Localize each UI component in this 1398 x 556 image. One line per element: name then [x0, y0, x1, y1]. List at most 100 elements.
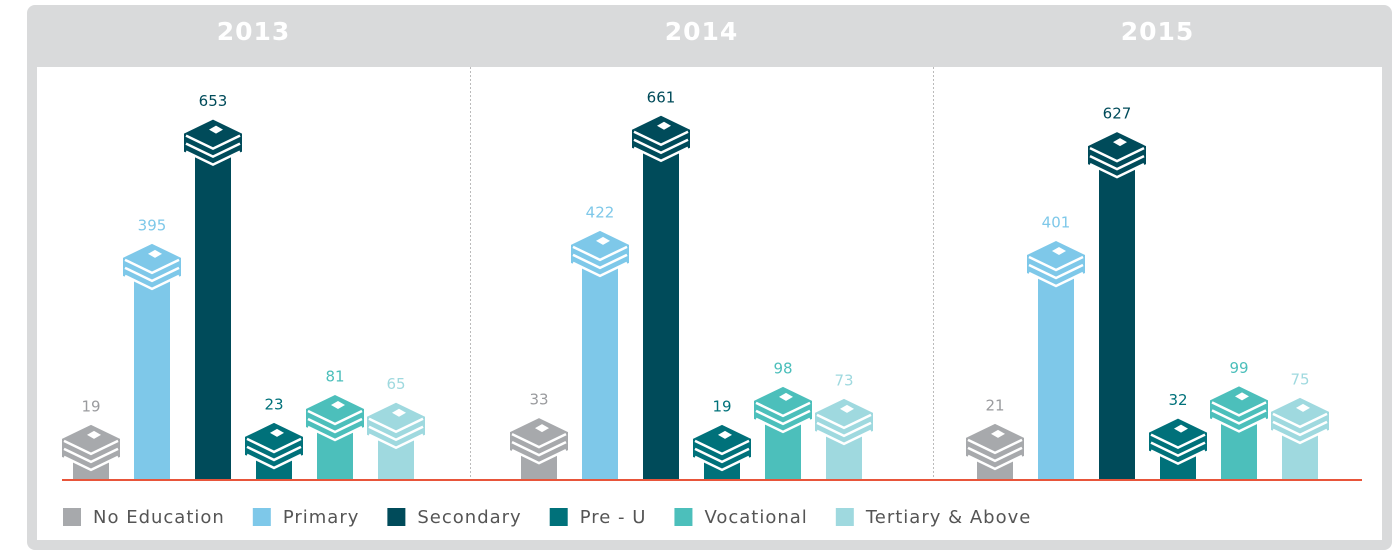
book-edge [1028, 255, 1084, 272]
book-edge [185, 142, 241, 159]
book-stack [1088, 132, 1146, 179]
legend-swatch [674, 508, 693, 526]
book-edge [1089, 163, 1145, 179]
book-edge [1211, 409, 1267, 425]
book-edge [63, 447, 119, 464]
legend: No Education Primary Secondary Pre - U Vocat… [63, 507, 1030, 528]
book-edge [307, 409, 363, 426]
book-stack [367, 402, 425, 449]
legend-label: No Education [93, 507, 225, 528]
book-icon [1149, 418, 1207, 465]
legend-swatch [549, 508, 568, 526]
book-label [270, 428, 284, 437]
book-icon [245, 422, 303, 470]
book-edge [1272, 428, 1328, 445]
book-edge [633, 138, 689, 155]
value-label: 23 [264, 395, 283, 413]
book-edge [694, 455, 750, 472]
book-edge [124, 266, 180, 283]
book-stack [815, 398, 873, 445]
book-edge [1028, 263, 1084, 280]
value-label: 19 [712, 397, 731, 415]
book-edge [1089, 155, 1145, 171]
book-edge [816, 429, 872, 446]
book-label [596, 236, 610, 245]
value-label: 32 [1168, 391, 1187, 409]
book-label [148, 249, 162, 258]
book-label [392, 408, 406, 417]
legend-label: Secondary [417, 507, 521, 528]
book-edge [755, 409, 811, 426]
bar [195, 149, 231, 480]
book-label [331, 401, 345, 410]
book-label [718, 430, 732, 439]
book-label [87, 430, 101, 439]
value-label: 627 [1103, 105, 1132, 123]
book-edge [1211, 417, 1267, 433]
bar [582, 260, 618, 480]
value-label: 422 [586, 203, 615, 221]
book-icon [815, 398, 873, 446]
book-icon [367, 402, 425, 450]
book-stack [1271, 397, 1329, 444]
book-edge [1150, 441, 1206, 457]
legend-swatch [252, 508, 271, 526]
book-stack [62, 424, 120, 471]
value-label: 99 [1229, 359, 1248, 377]
book-stack [510, 418, 568, 465]
book-edge [63, 439, 119, 456]
book-edge [1211, 401, 1267, 417]
value-label: 653 [199, 92, 228, 110]
book-icon [966, 423, 1024, 471]
group-header: 2015 [1121, 17, 1195, 46]
legend-swatch [835, 508, 854, 526]
book-icon [571, 230, 629, 278]
book-edge [967, 454, 1023, 471]
book-stack [754, 386, 812, 433]
book-label [1052, 246, 1066, 255]
book-edge [1028, 271, 1084, 288]
marks: 19 395 653 23 81 65 33 422 661 19 98 73 21 401 627 32 99… [62, 88, 1329, 481]
book-icon [123, 243, 181, 291]
book-label [991, 429, 1005, 438]
book-icon [510, 418, 568, 465]
value-label: 73 [834, 371, 853, 389]
book-label [535, 424, 549, 433]
book-edge [1150, 433, 1206, 449]
legend-label: Vocational [704, 507, 807, 528]
book-edge [816, 421, 872, 438]
book-edge [694, 447, 750, 464]
legend-label: Primary [283, 507, 360, 528]
book-edge [694, 439, 750, 456]
book-icon [62, 424, 120, 472]
book-edge [967, 438, 1023, 455]
book-label [1296, 403, 1310, 412]
book-label [1113, 138, 1127, 147]
book-label [1235, 392, 1249, 401]
value-label: 401 [1042, 213, 1071, 231]
book-edge [368, 425, 424, 442]
book-icon [632, 115, 690, 163]
book-stack [632, 115, 690, 162]
book-stack [1210, 386, 1268, 433]
book-label [1174, 424, 1188, 433]
group-header: 2013 [217, 17, 291, 46]
group-header: 2014 [665, 17, 739, 46]
book-stack [245, 422, 303, 469]
book-stack [571, 230, 629, 277]
book-icon [1088, 132, 1146, 179]
book-stack [123, 243, 181, 290]
legend-label: Pre - U [580, 507, 647, 528]
book-edge [185, 134, 241, 151]
book-edge [755, 401, 811, 418]
book-stack [184, 119, 242, 166]
book-edge [185, 150, 241, 167]
book-edge [572, 261, 628, 278]
legend-swatch [387, 508, 406, 526]
book-edge [124, 274, 180, 291]
book-edge [246, 437, 302, 454]
book-edge [511, 432, 567, 449]
book-edge [1272, 420, 1328, 437]
book-icon [306, 395, 364, 442]
